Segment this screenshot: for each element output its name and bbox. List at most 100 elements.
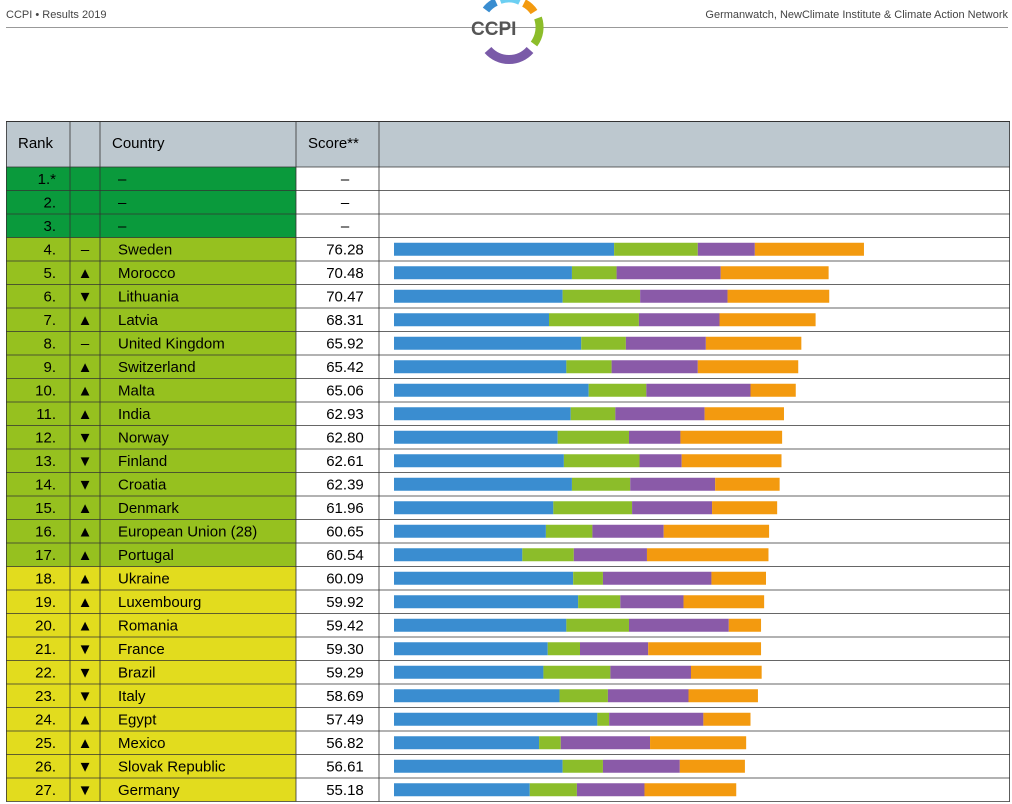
row-band-fill	[6, 660, 296, 684]
bar-segment-4	[705, 336, 802, 350]
bar-segment-2	[614, 242, 698, 256]
bar-segment-3	[638, 313, 720, 327]
bar-segment-4	[712, 501, 778, 515]
table-row: 4. – Sweden 76.28	[6, 237, 1010, 261]
table-row: 25. ▲ Mexico 56.82	[6, 731, 1010, 755]
bar-segment-1	[394, 360, 567, 374]
table-row: 12. ▼ Norway 62.80	[6, 425, 1010, 449]
bar-segment-2	[549, 313, 639, 327]
rank-cell: 8.	[43, 336, 56, 353]
table-header: Rank Country Score**	[6, 121, 1010, 167]
country-cell: Croatia	[118, 477, 167, 494]
trend-up-icon: ▲	[78, 500, 93, 517]
ccpi-logo: CCPI	[471, 0, 544, 64]
row-blank-fill	[296, 190, 1010, 214]
bar-segment-1	[394, 571, 574, 585]
score-cell: 76.28	[326, 242, 364, 259]
rank-cell: 18.	[35, 571, 56, 588]
bar-segment-3	[639, 454, 682, 468]
row-band-fill	[6, 331, 296, 355]
trend-up-icon: ▲	[78, 571, 93, 588]
row-blank-fill	[296, 214, 1010, 238]
trend-up-icon: ▲	[78, 618, 93, 635]
row-band-fill	[6, 684, 296, 708]
bar-segment-3	[625, 336, 706, 350]
rank-cell: 7.	[43, 312, 56, 329]
rank-cell: 3.	[43, 218, 56, 235]
country-cell: Romania	[118, 618, 179, 635]
row-band-fill	[6, 214, 296, 238]
bar-segment-2	[529, 783, 577, 797]
rank-cell: 24.	[35, 712, 56, 729]
bar-segment-2	[588, 383, 647, 397]
bar-segment-4	[644, 783, 737, 797]
bar-segment-1	[394, 689, 560, 703]
row-band-fill	[6, 566, 296, 590]
bar-segment-4	[703, 712, 751, 726]
header-score: Score**	[308, 135, 359, 152]
bar-segment-1	[394, 336, 582, 350]
bar-segment-3	[628, 430, 681, 444]
score-cell: 62.93	[326, 406, 364, 423]
trend-down-icon: ▼	[78, 453, 93, 470]
trend-up-icon: ▲	[78, 312, 93, 329]
country-cell: Brazil	[118, 665, 156, 682]
score-cell: 56.82	[326, 735, 364, 752]
trend-same-icon: –	[81, 242, 90, 259]
row-band-fill	[6, 425, 296, 449]
score-cell: 59.92	[326, 594, 364, 611]
country-cell: European Union (28)	[118, 524, 257, 541]
score-cell: 62.80	[326, 430, 364, 447]
country-cell: Mexico	[118, 735, 166, 752]
table-row: 11. ▲ India 62.93	[6, 402, 1010, 426]
row-band-fill	[6, 731, 296, 755]
bar-segment-4	[711, 571, 766, 585]
bar-segment-2	[566, 360, 612, 374]
table-row: 10. ▲ Malta 65.06	[6, 378, 1010, 402]
bar-segment-2	[522, 548, 574, 562]
country-cell: Egypt	[118, 712, 157, 729]
score-cell: 70.47	[326, 289, 364, 306]
bar-segment-4	[690, 665, 762, 679]
bar-segment-1	[394, 430, 558, 444]
bar-segment-4	[681, 454, 782, 468]
bar-segment-2	[547, 642, 580, 656]
score-cell: 62.39	[326, 477, 364, 494]
row-band-fill	[6, 613, 296, 637]
country-cell: Sweden	[118, 242, 172, 259]
bar-segment-4	[680, 430, 783, 444]
bar-segment-1	[394, 759, 563, 773]
country-cell: Lithuania	[118, 289, 180, 306]
bar-segment-1	[394, 642, 548, 656]
bar-segment-1	[394, 242, 615, 256]
bar-segment-2	[557, 430, 629, 444]
country-cell: Switzerland	[118, 359, 196, 376]
rank-cell: 17.	[35, 547, 56, 564]
bar-segment-3	[697, 242, 755, 256]
trend-down-icon: ▼	[78, 430, 93, 447]
bar-segment-2	[573, 571, 603, 585]
trend-down-icon: ▼	[78, 477, 93, 494]
bar-segment-4	[650, 736, 747, 750]
bar-segment-3	[592, 524, 664, 538]
country-cell: United Kingdom	[118, 336, 225, 353]
score-cell: 59.30	[326, 641, 364, 658]
row-band-fill	[6, 190, 296, 214]
bar-segment-1	[394, 477, 572, 491]
score-cell: –	[341, 171, 350, 188]
trend-down-icon: ▼	[78, 289, 93, 306]
country-cell: –	[118, 195, 127, 212]
country-cell: Slovak Republic	[118, 759, 226, 776]
score-cell: –	[341, 218, 350, 235]
table-row: 27. ▼ Germany 55.18	[6, 778, 1010, 802]
bar-segment-1	[394, 313, 549, 327]
bar-segment-2	[562, 759, 603, 773]
bar-segment-1	[394, 524, 546, 538]
bar-segment-1	[394, 548, 523, 562]
bar-segment-4	[727, 289, 830, 303]
bar-segment-2	[562, 289, 641, 303]
country-cell: France	[118, 641, 165, 658]
bar-segment-3	[620, 595, 684, 609]
rank-cell: 5.	[43, 265, 56, 282]
trend-down-icon: ▼	[78, 641, 93, 658]
